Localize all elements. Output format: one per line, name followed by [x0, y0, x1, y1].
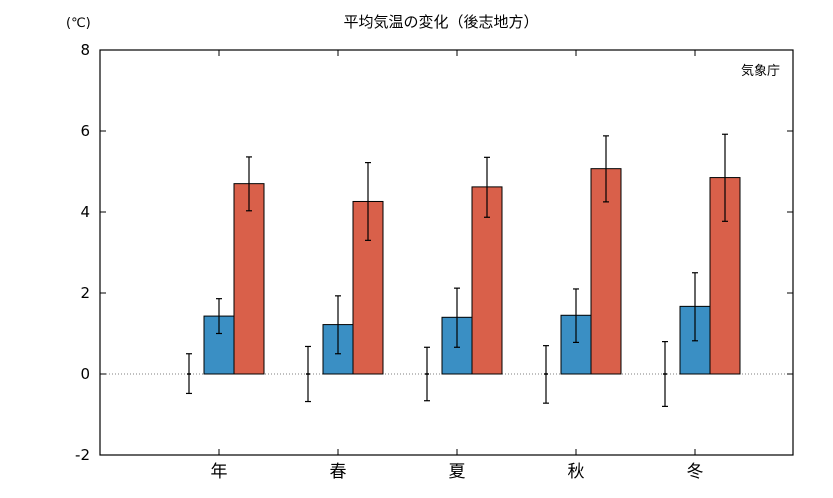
category-label-winter: 冬 — [687, 462, 704, 482]
category-label-spring: 春 — [330, 462, 347, 482]
plot-frame — [99, 49, 794, 456]
chart-title: 平均気温の変化（後志地方） — [343, 13, 538, 31]
y-tick-label: -2 — [75, 446, 90, 464]
y-tick-label: 2 — [80, 284, 90, 302]
category-label-year: 年 — [211, 462, 228, 482]
y-tick-label: 0 — [80, 365, 90, 383]
category-label-autumn: 秋 — [568, 462, 585, 482]
y-tick-label: 6 — [80, 122, 90, 140]
y-tick-label: 8 — [80, 41, 90, 59]
bar-series2-summer — [471, 186, 503, 375]
bar-series2-autumn — [590, 168, 622, 375]
category-label-summer: 夏 — [449, 462, 466, 482]
bar-series2-year — [233, 183, 265, 375]
source-label: 気象庁 — [741, 63, 780, 79]
unit-label: (℃) — [66, 16, 91, 31]
y-tick-label: 4 — [80, 203, 90, 221]
